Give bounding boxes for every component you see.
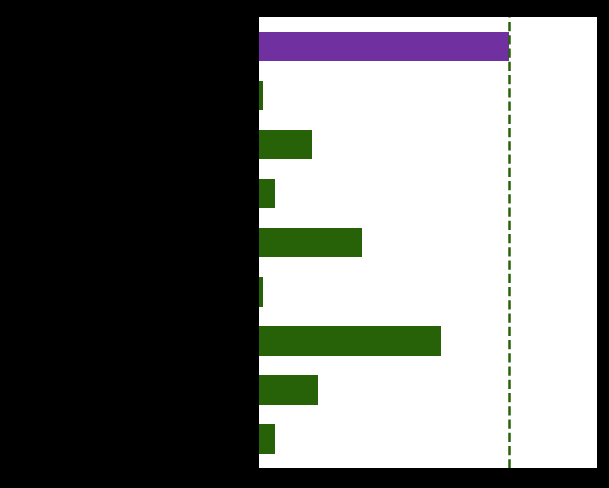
Bar [259,81,263,110]
Bar [259,228,362,258]
Bar [259,425,275,454]
Bar [259,277,263,306]
Bar [259,179,275,208]
Bar [259,130,312,160]
Bar [259,32,509,61]
Bar [259,326,441,356]
Bar [259,375,318,405]
